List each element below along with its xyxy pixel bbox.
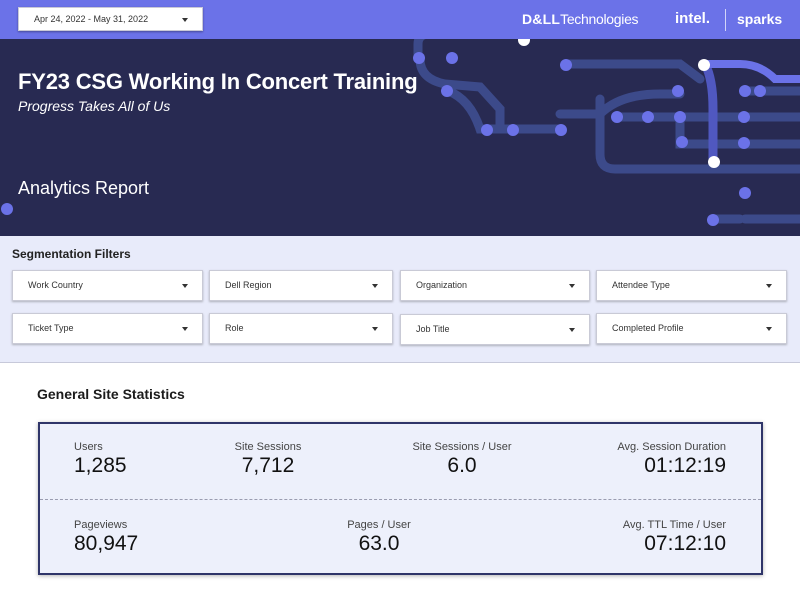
- chevron-down-icon: [182, 284, 188, 288]
- filter-label: Role: [225, 323, 244, 333]
- chevron-down-icon: [372, 327, 378, 331]
- metric-label: Avg. Session Duration: [617, 441, 726, 453]
- metric-users: Users 1,285: [74, 441, 127, 478]
- chevron-down-icon: [569, 328, 575, 332]
- chevron-down-icon: [569, 284, 575, 288]
- stats-card: Users 1,285 Site Sessions 7,712 Site Ses…: [38, 422, 763, 575]
- chevron-down-icon: [766, 284, 772, 288]
- chevron-down-icon: [182, 18, 188, 22]
- filter-role[interactable]: Role: [209, 313, 393, 344]
- page-title: FY23 CSG Working In Concert Training: [18, 69, 418, 94]
- metric-site-sessions: Site Sessions 7,712: [218, 441, 318, 478]
- metric-avg-session-duration: Avg. Session Duration 01:12:19: [617, 441, 726, 478]
- metric-label: Site Sessions: [234, 441, 302, 453]
- metric-value: 07:12:10: [644, 532, 726, 555]
- filter-job-title[interactable]: Job Title: [400, 314, 590, 345]
- metric-label: Pageviews: [74, 519, 128, 531]
- intel-logo: intel.: [675, 10, 711, 27]
- metric-label: Users: [74, 441, 103, 453]
- metric-label: Site Sessions / User: [412, 441, 512, 453]
- metric-pageviews: Pageviews 80,947: [74, 519, 138, 556]
- dell-wordmark: D&LL: [522, 11, 561, 27]
- chevron-down-icon: [372, 284, 378, 288]
- logo-divider: [725, 9, 726, 31]
- filter-completed-profile[interactable]: Completed Profile: [596, 313, 787, 344]
- filter-ticket-type[interactable]: Ticket Type: [12, 313, 203, 344]
- filter-attendee-type[interactable]: Attendee Type: [596, 270, 787, 301]
- filter-label: Attendee Type: [612, 280, 670, 290]
- metric-value: 1,285: [74, 454, 127, 477]
- page-subtitle: Progress Takes All of Us: [18, 98, 171, 114]
- filter-label: Job Title: [416, 324, 450, 334]
- segmentation-filters-panel: Segmentation Filters Work Country Dell R…: [0, 236, 800, 363]
- stats-title: General Site Statistics: [37, 386, 185, 402]
- metric-pages-per-user: Pages / User 63.0: [329, 519, 429, 556]
- metric-value: 63.0: [358, 532, 400, 555]
- top-bar: Apr 24, 2022 - May 31, 2022 D&LLTechnolo…: [0, 0, 800, 39]
- technologies-wordmark: Technologies: [560, 11, 639, 27]
- metric-value: 01:12:19: [644, 454, 726, 477]
- chevron-down-icon: [182, 327, 188, 331]
- metric-value: 7,712: [241, 454, 295, 477]
- stats-divider: [40, 499, 761, 500]
- chevron-down-icon: [766, 327, 772, 331]
- metric-label: Avg. TTL Time / User: [622, 519, 726, 531]
- metric-label: Pages / User: [347, 519, 411, 531]
- filter-label: Ticket Type: [28, 323, 74, 333]
- filter-dell-region[interactable]: Dell Region: [209, 270, 393, 301]
- metric-value: 80,947: [74, 532, 139, 555]
- filter-organization[interactable]: Organization: [400, 270, 590, 301]
- filter-label: Organization: [416, 280, 468, 290]
- report-title: Analytics Report: [18, 178, 150, 198]
- circuit-decoration: [1, 39, 800, 226]
- filter-label: Work Country: [28, 280, 83, 290]
- filter-work-country[interactable]: Work Country: [12, 270, 203, 301]
- sparks-logo: sparks: [737, 11, 783, 27]
- metric-site-sessions-per-user: Site Sessions / User 6.0: [401, 441, 523, 478]
- metric-avg-ttl-time-per-user: Avg. TTL Time / User 07:12:10: [623, 519, 726, 556]
- dell-technologies-logo: D&LLTechnologies: [522, 11, 639, 27]
- filter-label: Completed Profile: [612, 323, 684, 333]
- general-site-statistics-section: General Site Statistics Users 1,285 Site…: [0, 363, 800, 599]
- date-range-value: Apr 24, 2022 - May 31, 2022: [34, 14, 149, 24]
- date-range-picker[interactable]: Apr 24, 2022 - May 31, 2022: [18, 7, 203, 31]
- filters-title: Segmentation Filters: [12, 247, 131, 261]
- metric-value: 6.0: [447, 454, 477, 477]
- filter-label: Dell Region: [225, 280, 272, 290]
- hero-banner: FY23 CSG Working In Concert Training Pro…: [0, 39, 800, 236]
